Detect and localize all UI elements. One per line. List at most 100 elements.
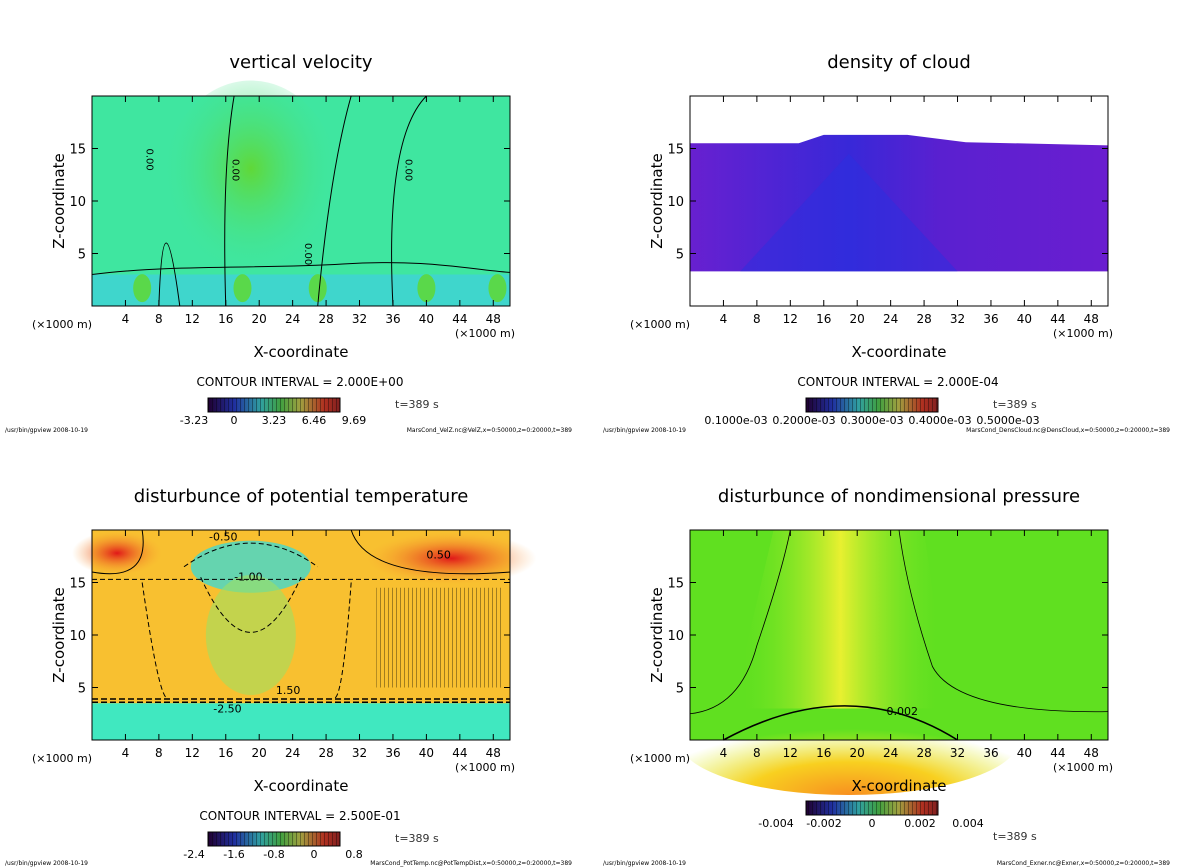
x-tick-label: 8 xyxy=(753,312,761,326)
x-tick-label: 32 xyxy=(352,312,367,326)
y-tick-label: 15 xyxy=(667,577,684,592)
colorbar-tick-label: 0.8 xyxy=(345,848,363,861)
time-label: t=389 s xyxy=(395,832,439,845)
colorbar-bands xyxy=(208,832,340,846)
x-tick-label: 36 xyxy=(983,746,998,760)
x-tick-label: 48 xyxy=(486,312,501,326)
contour-label: 0.00 xyxy=(229,159,240,181)
chart-title: disturbunce of potential temperature xyxy=(134,486,469,507)
x-tick-label: 12 xyxy=(783,312,798,326)
y-tick-label: 10 xyxy=(667,629,684,644)
colorbar-tick-label: 0.5000e-03 xyxy=(976,414,1039,427)
x-tick-label: 48 xyxy=(1084,312,1099,326)
contour-line xyxy=(200,577,302,633)
x-tick-label: 12 xyxy=(185,312,200,326)
x-axis-label: X-coordinate xyxy=(254,777,349,795)
x-tick-label: 16 xyxy=(218,312,233,326)
colorbar-tick-label: 6.46 xyxy=(302,414,327,427)
footer-source: MarsCond_PotTemp.nc@PotTempDist,x=0:5000… xyxy=(370,860,572,867)
contour-line xyxy=(158,242,181,307)
x-tick-label: 44 xyxy=(452,312,467,326)
x-tick-label: 24 xyxy=(285,312,300,326)
contour-label: 1.50 xyxy=(276,684,301,697)
x-tick-label: 32 xyxy=(352,746,367,760)
y-axis-label: Z-coordinate xyxy=(50,153,68,248)
contour-line xyxy=(224,95,235,307)
contour-line xyxy=(317,95,352,307)
chart-title: disturbunce of nondimensional pressure xyxy=(718,486,1080,507)
x-tick-label: 12 xyxy=(185,746,200,760)
y-tick-label: 5 xyxy=(676,682,684,697)
colorbar-bands xyxy=(806,398,938,412)
contour-label: 0.00 xyxy=(143,149,154,171)
colorbar-tick-label: 9.69 xyxy=(342,414,367,427)
x-tick-label: 36 xyxy=(983,312,998,326)
y-tick-label: 15 xyxy=(667,143,684,158)
contour-line xyxy=(91,529,511,575)
x-unit-label: (×1000 m) xyxy=(32,318,92,331)
colorbar-tick-label: -1.6 xyxy=(223,848,244,861)
x-tick-label: 12 xyxy=(783,746,798,760)
colorbar-tick-label: -0.002 xyxy=(806,817,841,830)
x-tick-label: 48 xyxy=(486,746,501,760)
heatmap-field: -0.50 -1.00 0.50 -2.50 1.50 xyxy=(72,529,537,740)
x-tick-label: 28 xyxy=(318,746,333,760)
y-axis-label: Z-coordinate xyxy=(50,587,68,682)
contour-line xyxy=(689,529,1109,715)
time-label: t=389 s xyxy=(993,398,1037,411)
x-unit-label: (×1000 m) xyxy=(1053,327,1113,340)
x-tick-label: 24 xyxy=(285,746,300,760)
x-tick-label: 4 xyxy=(122,312,130,326)
y-tick-label: 10 xyxy=(69,629,86,644)
x-tick-label: 36 xyxy=(385,312,400,326)
colorbar-tick-label: 0.004 xyxy=(952,817,984,830)
y-tick-label: 15 xyxy=(69,577,86,592)
colorbar-tick-label: -3.23 xyxy=(180,414,208,427)
colorbar-tick-label: -0.004 xyxy=(758,817,793,830)
footer-source: MarsCond_VelZ.nc@VelZ,x=0:50000,z=0:2000… xyxy=(407,427,572,434)
x-tick-label: 28 xyxy=(916,312,931,326)
x-tick-label: 8 xyxy=(155,312,163,326)
x-tick-label: 20 xyxy=(252,312,267,326)
contour-label: -0.50 xyxy=(209,531,237,544)
x-axis-label: X-coordinate xyxy=(852,343,947,361)
contour-line xyxy=(183,542,319,568)
y-tick-label: 10 xyxy=(69,195,86,210)
colorbar-tick-label: 3.23 xyxy=(262,414,287,427)
x-tick-label: 28 xyxy=(916,746,931,760)
x-tick-label: 24 xyxy=(883,312,898,326)
contour-label: 0.00 xyxy=(302,243,313,265)
footer-program: /usr/bin/gpview 2008-10-19 xyxy=(603,427,686,434)
x-axis-label: X-coordinate xyxy=(254,343,349,361)
heatmap-field: 0.00 0.00 0.00 0.00 xyxy=(91,80,511,307)
footer-program: /usr/bin/gpview 2008-10-19 xyxy=(5,427,88,434)
footer-source: MarsCond_DensCloud.nc@DensCloud,x=0:5000… xyxy=(966,427,1170,434)
colorbar-tick-label: 0.2000e-03 xyxy=(772,414,835,427)
x-tick-label: 16 xyxy=(816,312,831,326)
contour-label: 0.002 xyxy=(886,705,918,718)
time-label: t=389 s xyxy=(993,830,1037,843)
y-tick-label: 10 xyxy=(667,195,684,210)
x-unit-label: (×1000 m) xyxy=(630,318,690,331)
panel-4: disturbunce of nondimensional pressure 0.… xyxy=(603,486,1170,867)
contour-interval: CONTOUR INTERVAL = 2.500E-01 xyxy=(199,809,400,823)
contour-line xyxy=(92,698,510,703)
colorbar-bands xyxy=(208,398,340,412)
colorbar-tick-label: 0.3000e-03 xyxy=(840,414,903,427)
footer-source: MarsCond_Exner.nc@Exner,x=0:50000,z=0:20… xyxy=(997,860,1170,867)
x-tick-label: 16 xyxy=(218,746,233,760)
contour-label: -2.50 xyxy=(213,703,241,716)
heatmap-field xyxy=(690,96,1108,306)
y-axis-label: Z-coordinate xyxy=(648,153,666,248)
x-tick-label: 4 xyxy=(720,746,728,760)
x-tick-label: 20 xyxy=(252,746,267,760)
contour-line xyxy=(141,582,352,699)
time-label: t=389 s xyxy=(395,398,439,411)
x-unit-label: (×1000 m) xyxy=(455,761,515,774)
colorbar-tick-label: 0.002 xyxy=(904,817,936,830)
colorbar-tick-label: 0 xyxy=(869,817,876,830)
x-tick-label: 40 xyxy=(419,746,434,760)
x-tick-label: 4 xyxy=(720,312,728,326)
